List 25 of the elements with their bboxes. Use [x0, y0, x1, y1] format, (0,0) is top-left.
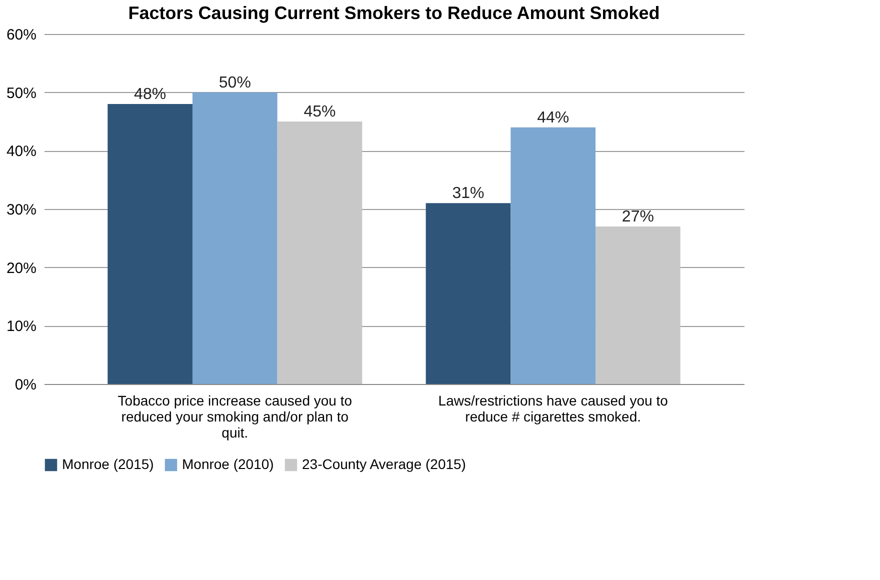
bar — [192, 92, 278, 384]
legend-label: Monroe (2010) — [182, 456, 274, 472]
bar — [596, 226, 680, 384]
y-tick-label: 60% — [6, 26, 36, 44]
data-label: 50% — [218, 74, 251, 92]
legend-label: Monroe (2015) — [62, 456, 154, 472]
y-tick-label: 50% — [6, 84, 36, 102]
x-tick-label: Tobacco price increase caused you to reduced your smoking and/or plan to quit. — [118, 392, 352, 440]
data-label: 31% — [452, 185, 484, 202]
bar — [426, 203, 511, 384]
y-tick-label: 40% — [6, 143, 36, 160]
bar — [510, 127, 596, 384]
x-tick-label: Laws/restrictions have caused you to reduce # cigarettes smoked. — [438, 392, 668, 424]
data-label: 27% — [622, 208, 654, 226]
chart-title: Factors Causing Current Smokers to Reduce Amount Smoked — [128, 3, 660, 23]
y-tick-label: 10% — [6, 318, 36, 336]
y-tick-label: 0% — [14, 376, 36, 394]
bar — [108, 104, 192, 384]
y-tick-label: 20% — [6, 260, 36, 277]
legend-label: 23-County Average (2015) — [302, 456, 466, 472]
data-label: 44% — [537, 109, 570, 126]
y-tick-label: 30% — [6, 202, 36, 218]
data-label: 48% — [134, 86, 166, 103]
data-label: 45% — [304, 104, 336, 120]
bar — [277, 122, 362, 384]
